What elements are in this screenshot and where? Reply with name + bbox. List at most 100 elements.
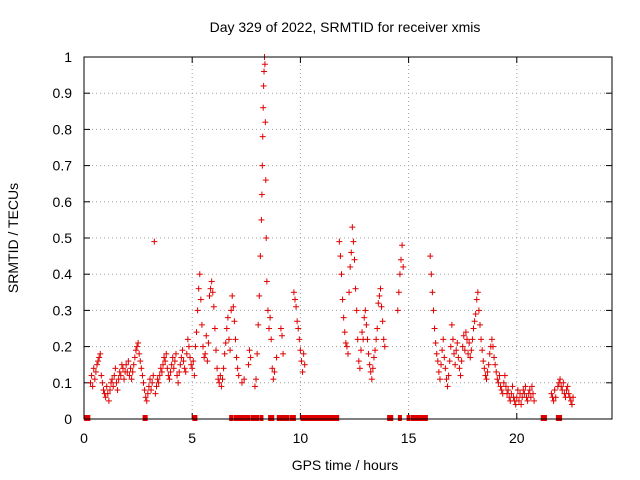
y-tick-label: 0.2 — [53, 339, 73, 355]
data-point — [109, 376, 116, 383]
data-point — [132, 347, 139, 354]
zero-data-point — [285, 415, 290, 421]
data-point — [509, 383, 516, 390]
zero-data-point — [259, 415, 264, 421]
data-point — [353, 307, 360, 314]
data-point — [115, 376, 122, 383]
data-point — [339, 296, 346, 303]
zero-data-point — [237, 415, 242, 421]
data-point — [137, 358, 144, 365]
x-tick-label: 5 — [188, 430, 196, 446]
data-point — [267, 314, 274, 321]
data-point — [254, 350, 261, 357]
zero-data-point — [410, 415, 415, 421]
data-point — [298, 358, 305, 365]
data-point — [342, 339, 349, 346]
data-point — [148, 387, 155, 394]
data-point — [374, 325, 381, 332]
data-point — [191, 372, 198, 379]
y-tick-label: 0.6 — [53, 194, 73, 210]
data-point — [461, 347, 468, 354]
data-point — [185, 343, 192, 350]
data-point — [277, 325, 284, 332]
data-point — [550, 397, 557, 404]
data-point — [471, 318, 478, 325]
data-point — [564, 383, 571, 390]
zero-data-point — [255, 415, 260, 421]
data-point — [473, 296, 480, 303]
data-point — [551, 387, 558, 394]
x-tick-label: 10 — [293, 430, 309, 446]
data-point — [258, 191, 265, 198]
data-point — [241, 376, 248, 383]
data-point — [114, 387, 121, 394]
data-point — [121, 376, 128, 383]
data-point — [294, 318, 301, 325]
data-point — [557, 376, 564, 383]
data-point — [106, 387, 113, 394]
data-point — [548, 390, 555, 397]
data-point — [247, 354, 254, 361]
data-point — [443, 376, 450, 383]
data-point — [259, 162, 266, 169]
data-point — [395, 289, 402, 296]
data-point — [124, 368, 131, 375]
data-point — [150, 372, 157, 379]
data-point — [520, 387, 527, 394]
data-point — [172, 350, 179, 357]
data-point — [259, 133, 266, 140]
data-point — [290, 289, 297, 296]
data-point — [105, 397, 112, 404]
data-point — [291, 296, 298, 303]
zero-data-point — [235, 415, 240, 421]
data-point — [154, 376, 161, 383]
data-point — [432, 339, 439, 346]
data-point — [104, 390, 111, 397]
data-point — [351, 256, 358, 263]
data-point — [144, 390, 151, 397]
data-point — [299, 368, 306, 375]
zero-data-point — [317, 415, 322, 421]
data-point — [108, 379, 115, 386]
data-point — [365, 350, 372, 357]
zero-data-point — [246, 415, 251, 421]
data-point — [558, 383, 565, 390]
data-point — [474, 289, 481, 296]
data-point — [257, 253, 264, 260]
data-point — [145, 383, 152, 390]
data-point — [359, 329, 366, 336]
zero-data-point — [322, 415, 327, 421]
data-point — [182, 368, 189, 375]
zero-data-point — [324, 415, 329, 421]
data-point — [129, 368, 136, 375]
data-point — [253, 376, 260, 383]
data-point — [264, 307, 271, 314]
data-point — [222, 339, 229, 346]
zero-data-point — [86, 415, 91, 421]
data-point — [206, 292, 213, 299]
data-point — [346, 289, 353, 296]
data-point — [367, 368, 374, 375]
data-point — [446, 358, 453, 365]
data-point — [530, 390, 537, 397]
data-point — [429, 289, 436, 296]
data-point — [204, 358, 211, 365]
y-tick-label: 0.3 — [53, 302, 73, 318]
data-point — [193, 329, 200, 336]
zero-data-point — [289, 415, 294, 421]
data-point — [466, 339, 473, 346]
data-point — [149, 379, 156, 386]
x-tick-label: 15 — [401, 430, 417, 446]
data-point — [95, 358, 102, 365]
zero-data-point — [330, 415, 335, 421]
data-point — [225, 336, 232, 343]
data-point — [368, 376, 375, 383]
data-point — [515, 397, 522, 404]
data-point — [349, 224, 356, 231]
data-point — [238, 379, 245, 386]
data-point — [280, 350, 287, 357]
y-tick-label: 0.5 — [53, 230, 73, 246]
zero-data-point — [309, 415, 314, 421]
data-point — [400, 263, 407, 270]
data-point — [156, 372, 163, 379]
